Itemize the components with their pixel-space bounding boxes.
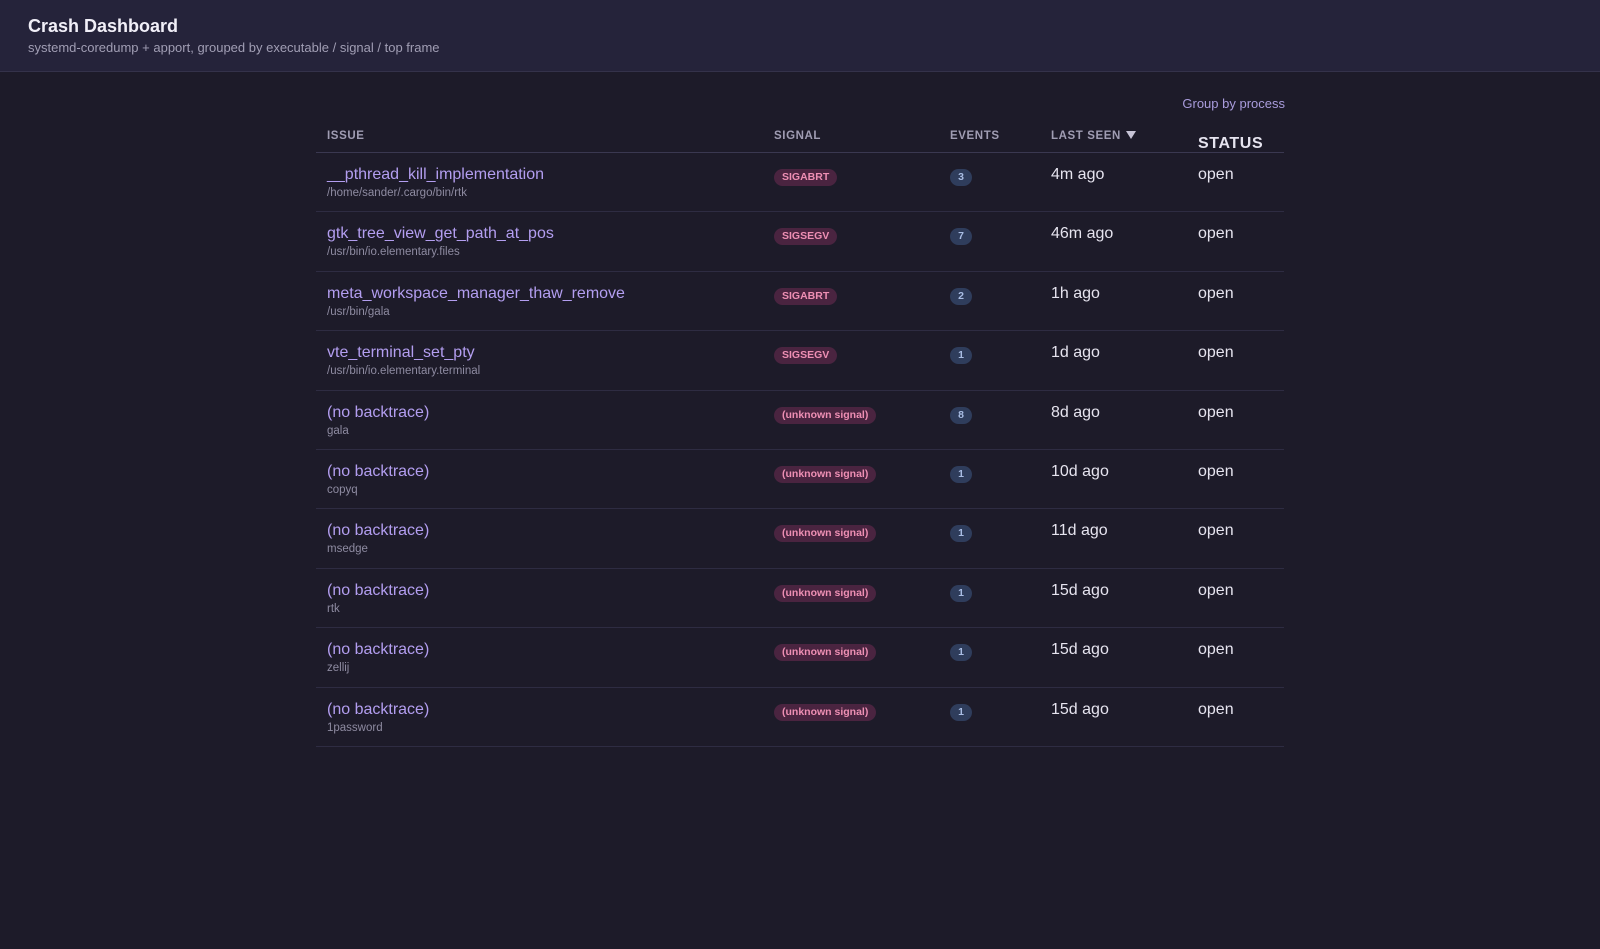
table-row[interactable]: vte_terminal_set_pty /usr/bin/io.element… [316,331,1284,391]
events-count-badge: 8 [950,406,972,424]
status-text: open [1198,522,1234,540]
events-count-badge: 1 [950,465,972,483]
issue-title-link[interactable]: (no backtrace) [327,581,430,599]
column-header-events[interactable]: EVENTS [950,130,1000,142]
signal-badge: (unknown signal) [774,465,877,483]
issue-title-link[interactable]: __pthread_kill_implementation [327,166,545,183]
events-count-badge: 1 [950,584,972,602]
signal-badge: SIGSEGV [774,347,838,365]
signal-badge: (unknown signal) [774,584,877,602]
signal-badge: SIGSEGV [774,228,838,246]
status-text: open [1198,700,1234,718]
last-seen-time: 15d ago [1051,700,1109,718]
issue-title-link[interactable]: (no backtrace) [327,641,430,659]
table-row[interactable]: (no backtrace) msedge (unknown signal) 1… [316,509,1284,569]
last-seen-time: 15d ago [1051,641,1109,659]
issue-executable-path: /home/sander/.cargo/bin/rtk [327,187,467,199]
issue-executable-path: zellij [327,662,350,675]
table-row[interactable]: (no backtrace) copyq (unknown signal) 1 … [316,450,1284,510]
events-count-badge: 3 [950,169,972,186]
status-text: open [1198,581,1234,599]
issue-title-link[interactable]: (no backtrace) [327,700,430,718]
table-row[interactable]: (no backtrace) rtk (unknown signal) 1 15… [316,569,1284,629]
column-header-signal[interactable]: SIGNAL [774,130,822,142]
last-seen-time: 1d ago [1051,344,1100,362]
last-seen-time: 15d ago [1051,581,1109,599]
table-row[interactable]: meta_workspace_manager_thaw_remove /usr/… [316,272,1284,332]
issue-title-link[interactable]: (no backtrace) [327,403,430,421]
signal-badge: (unknown signal) [774,406,877,424]
issue-executable-path: /usr/bin/io.elementary.files [327,246,460,259]
column-header-status[interactable]: STATUS [1198,135,1264,152]
issue-executable-path: /usr/bin/io.elementary.terminal [327,365,481,378]
table-row[interactable]: __pthread_kill_implementation /home/sand… [316,153,1284,213]
signal-badge: (unknown signal) [774,525,877,543]
crash-table: ISSUE SIGNAL EVENTS LAST SEEN STATUS __p… [316,122,1284,747]
status-text: open [1198,462,1234,480]
issue-title-link[interactable]: gtk_tree_view_get_path_at_pos [327,225,554,243]
events-count-badge: 2 [950,287,972,305]
signal-badge: (unknown signal) [774,703,877,721]
issue-executable-path: /usr/bin/gala [327,305,390,318]
events-count-badge: 1 [950,644,972,662]
last-seen-time: 1h ago [1051,284,1100,302]
status-text: open [1198,284,1234,302]
table-row[interactable]: (no backtrace) gala (unknown signal) 8 8… [316,391,1284,450]
table-body: __pthread_kill_implementation /home/sand… [316,153,1284,747]
issue-executable-path: gala [327,424,349,437]
status-text: open [1198,403,1234,421]
table-header: ISSUE SIGNAL EVENTS LAST SEEN STATUS [316,122,1284,153]
status-text: open [1198,344,1234,362]
signal-badge: SIGABRT [774,169,838,186]
page-subtitle: systemd-coredump + apport, grouped by ex… [28,40,440,55]
events-count-badge: 1 [950,525,972,543]
last-seen-time: 8d ago [1051,403,1100,421]
issue-title-link[interactable]: (no backtrace) [327,522,430,540]
issue-executable-path: 1password [327,721,383,734]
last-seen-time: 4m ago [1051,166,1105,183]
sort-descending-icon [1125,131,1136,139]
events-count-badge: 7 [950,228,972,246]
issue-executable-path: copyq [327,483,358,496]
issue-executable-path: rtk [327,602,340,615]
signal-badge: (unknown signal) [774,644,877,662]
table-row[interactable]: (no backtrace) 1password (unknown signal… [316,688,1284,747]
column-header-issue[interactable]: ISSUE [327,130,365,142]
last-seen-time: 10d ago [1051,462,1109,480]
status-text: open [1198,641,1234,659]
last-seen-time: 46m ago [1051,225,1114,243]
column-header-last-seen-label: LAST SEEN [1051,130,1121,142]
signal-badge: SIGABRT [774,287,838,305]
status-text: open [1198,225,1234,243]
issue-title-link[interactable]: (no backtrace) [327,462,430,480]
status-text: open [1198,166,1234,183]
table-row[interactable]: (no backtrace) zellij (unknown signal) 1… [316,628,1284,688]
last-seen-time: 11d ago [1051,522,1108,540]
events-count-badge: 1 [950,703,972,721]
column-header-last-seen[interactable]: LAST SEEN [1051,130,1136,142]
issue-title-link[interactable]: meta_workspace_manager_thaw_remove [327,284,625,302]
table-row[interactable]: gtk_tree_view_get_path_at_pos /usr/bin/i… [316,212,1284,272]
issue-executable-path: msedge [327,543,368,556]
app-header: Crash Dashboard systemd-coredump + appor… [0,0,1600,72]
page-title: Crash Dashboard [28,16,179,36]
events-count-badge: 1 [950,347,972,365]
group-by-process-link[interactable]: Group by process [1182,96,1285,111]
issue-title-link[interactable]: vte_terminal_set_pty [327,344,475,362]
